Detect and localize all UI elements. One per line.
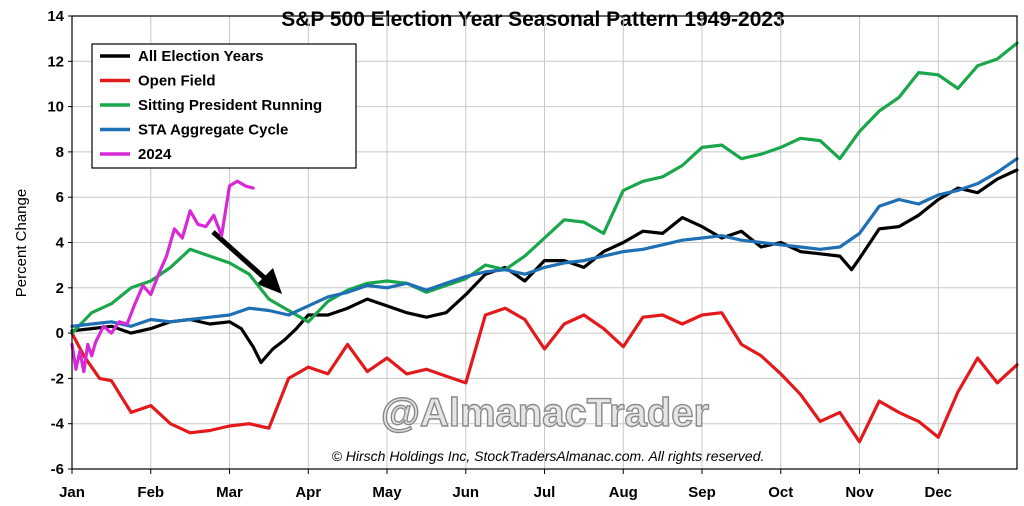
- series-line: [70, 306, 1019, 444]
- x-tick-label: Mar: [216, 484, 243, 501]
- x-axis: Jan Feb Mar Apr May Jun Jul Aug Sep Oct Nov Dec: [59, 469, 952, 501]
- x-tick-label: Oct: [768, 484, 793, 501]
- x-tick-label: Dec: [924, 484, 952, 501]
- series-line: [70, 179, 255, 374]
- y-tick-label: 12: [47, 53, 64, 70]
- series-line: [70, 157, 1019, 328]
- y-tick-label: -4: [51, 416, 65, 433]
- y-tick-label: 8: [56, 144, 64, 161]
- arrow-annotation: [211, 230, 282, 294]
- legend-label: All Election Years: [138, 48, 264, 65]
- x-tick-label: Jan: [59, 484, 85, 501]
- y-tick-label: 6: [56, 189, 64, 206]
- x-tick-label: Apr: [295, 484, 321, 501]
- y-tick-label: 4: [56, 235, 65, 252]
- legend-box: [91, 43, 357, 169]
- x-tick-label: Feb: [137, 484, 164, 501]
- series-line: [70, 168, 1019, 365]
- legend-label: STA Aggregate Cycle: [138, 122, 288, 139]
- watermark-layer: @AlmanacTrader © Hirsch Holdings Inc, St…: [332, 390, 765, 464]
- y-axis: -6 -4 -2 0 2 4 6 8 10 12 14: [47, 8, 72, 478]
- series-layer: [70, 41, 1019, 444]
- y-axis-label: Percent Change: [13, 189, 30, 297]
- x-tick-label: Sep: [688, 484, 716, 501]
- arrow-head: [257, 268, 282, 294]
- series-line: [70, 41, 1019, 335]
- x-tick-label: May: [372, 484, 402, 501]
- legend-label: 2024: [138, 146, 172, 163]
- legend: All Election Years Open Field Sitting Pres…: [91, 43, 357, 169]
- y-tick-label: -2: [51, 370, 64, 387]
- y-tick-label: 0: [56, 325, 64, 342]
- y-tick-label: 14: [47, 8, 64, 25]
- x-tick-label: Jun: [452, 484, 479, 501]
- y-tick-label: 10: [47, 99, 64, 116]
- x-tick-label: Jul: [534, 484, 556, 501]
- x-tick-label: Aug: [609, 484, 638, 501]
- y-tick-label: -6: [51, 461, 64, 478]
- watermark: @AlmanacTrader: [381, 391, 709, 435]
- arrow-shaft: [211, 230, 270, 283]
- x-tick-label: Nov: [845, 484, 874, 501]
- y-tick-label: 2: [56, 280, 64, 297]
- legend-label: Open Field: [138, 73, 216, 90]
- legend-label: Sitting President Running: [138, 97, 322, 114]
- chart-title: S&P 500 Election Year Seasonal Pattern 1…: [281, 8, 785, 31]
- copyright-notice: © Hirsch Holdings Inc, StockTradersAlman…: [332, 448, 765, 464]
